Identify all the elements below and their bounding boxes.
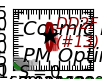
Bar (55, 39, 57, 44)
Bar (55, 44, 57, 50)
Bar (48, 39, 50, 44)
Point (18, 64, 19, 65)
Point (17, 64, 18, 65)
Point (15, 57, 17, 58)
Bar (50, 33, 53, 39)
Point (17, 67, 19, 68)
Point (25, 66, 26, 67)
Point (19, 63, 21, 65)
Point (33, 62, 35, 63)
Point (21, 65, 22, 67)
Legend: $\mathbf{CoRe}$ database (2022), Breschi et al.(2022), $q=1$, $\hat{S}=0$, Gonza: $\mathbf{CoRe}$ database (2022), Breschi… (0, 18, 84, 79)
Point (30, 68, 32, 69)
Point (20, 60, 21, 61)
Point (18, 65, 19, 66)
Bar (48, 44, 50, 50)
Point (20, 68, 22, 69)
Bar (50, 27, 53, 33)
Point (24, 67, 25, 68)
Bar (50, 44, 53, 50)
Bar (48, 27, 50, 33)
Point (18, 62, 19, 63)
Point (19, 64, 21, 65)
Bar (55, 33, 57, 39)
Point (24, 67, 25, 68)
Point (16, 65, 17, 66)
Point (18, 67, 19, 69)
Bar (53, 27, 55, 33)
Text: DD2F – SF1 CE – 20
(#13): DD2F – SF1 CE – 20 (#13) (55, 17, 102, 49)
Bar (50, 39, 53, 44)
Point (28, 62, 29, 63)
Point (16, 63, 18, 65)
Point (18, 61, 19, 62)
Point (22, 66, 24, 67)
Point (18, 67, 19, 69)
Point (17, 65, 18, 66)
Point (22, 61, 24, 63)
Text: DD2F; CE – 20(#12): DD2F; CE – 20(#12) (60, 77, 102, 79)
Point (16, 67, 18, 68)
Bar (53, 33, 55, 39)
Point (22, 63, 24, 65)
Bar (48, 33, 50, 39)
Bar (53, 44, 55, 50)
Text: Cosmic Explorer 20 km
PM Optimized: Cosmic Explorer 20 km PM Optimized (23, 20, 102, 66)
Bar (53, 39, 55, 44)
